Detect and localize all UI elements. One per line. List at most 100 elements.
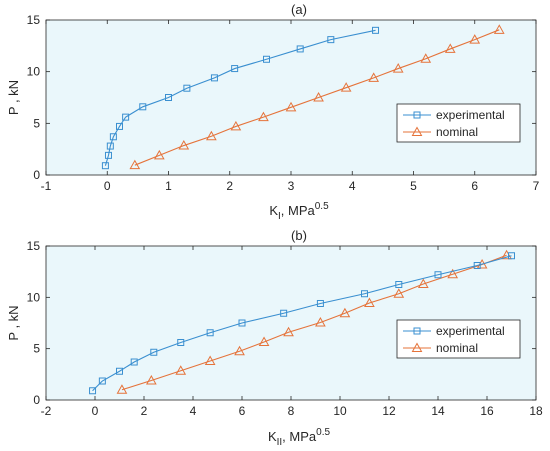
data-point-nominal (204, 355, 216, 365)
legend-label-nominal: nominal (436, 125, 478, 139)
x-axis-label-subscript: I (278, 211, 281, 222)
data-point-experimental (89, 387, 97, 395)
data-point-experimental (165, 94, 172, 101)
data-point-experimental (130, 358, 138, 366)
series-line-nominal (121, 254, 507, 391)
data-point-experimental (122, 113, 130, 121)
x-tick-label: -2 (41, 404, 52, 418)
data-point-experimental (150, 348, 158, 356)
data-point-nominal (116, 384, 128, 394)
y-tick-label: 10 (27, 290, 41, 304)
legend-label-experimental: experimental (436, 108, 505, 122)
data-point-nominal (444, 43, 456, 53)
legend-marker-experimental (413, 111, 421, 119)
data-point-nominal (340, 82, 352, 92)
data-point-nominal (258, 111, 269, 122)
data-point-nominal (417, 278, 429, 288)
x-tick-label: 10 (333, 404, 347, 418)
data-point-experimental (183, 84, 191, 92)
data-point-experimental (316, 299, 324, 307)
x-tick-label: 1 (165, 179, 172, 193)
x-tick-label: 6 (239, 404, 246, 418)
chart-title: (b) (291, 228, 307, 243)
series-line-nominal (134, 29, 500, 166)
data-point-nominal (315, 316, 326, 327)
x-axis-label-unit: , MPa (282, 429, 317, 444)
y-tick-label: 5 (33, 116, 40, 130)
data-point-experimental (210, 74, 218, 82)
plot-area (45, 19, 537, 176)
x-tick-label: 16 (480, 404, 494, 418)
legend-label-nominal: nominal (436, 341, 478, 355)
x-tick-label: 14 (431, 404, 445, 418)
x-tick-label: 12 (382, 404, 396, 418)
data-point-experimental (206, 329, 214, 337)
data-point-nominal (393, 288, 405, 298)
data-point-nominal (447, 268, 459, 279)
data-point-nominal (420, 53, 432, 63)
y-axis-label: P , kN (6, 305, 21, 340)
data-point-nominal (339, 307, 351, 318)
y-tick-label: 15 (27, 239, 41, 253)
x-axis-label-superscript: 0.5 (315, 201, 329, 212)
x-axis-label-subscript: II (277, 437, 283, 448)
data-point-experimental (106, 142, 114, 150)
data-point-nominal (206, 130, 217, 141)
y-tick-label: 5 (33, 342, 40, 356)
data-point-nominal (392, 63, 404, 73)
y-tick-label: 0 (33, 168, 40, 182)
data-point-experimental (361, 290, 368, 298)
x-axis-label-main: K (269, 203, 278, 218)
data-point-experimental (263, 55, 270, 63)
x-tick-label: 4 (349, 179, 356, 193)
data-point-nominal (313, 91, 324, 102)
legend-marker-experimental (413, 327, 421, 335)
data-point-nominal (493, 24, 505, 34)
legend-label-experimental: experimental (436, 324, 505, 338)
data-point-nominal (129, 159, 141, 170)
data-point-experimental (104, 151, 112, 159)
data-point-experimental (434, 271, 442, 279)
data-point-experimental (473, 262, 481, 270)
x-tick-label: -1 (41, 179, 52, 193)
x-tick-label: 2 (141, 404, 148, 418)
data-point-experimental (296, 45, 304, 53)
data-point-experimental (116, 122, 123, 130)
data-point-nominal (364, 297, 375, 307)
data-point-experimental (109, 133, 117, 141)
data-point-experimental (280, 309, 288, 317)
data-point-experimental (98, 377, 106, 385)
x-tick-label: 4 (190, 404, 197, 418)
data-point-nominal (368, 72, 380, 82)
data-point-nominal (178, 140, 190, 150)
x-axis-label-unit: , MPa (281, 203, 316, 218)
data-point-nominal (258, 336, 270, 346)
y-tick-label: 15 (27, 13, 41, 27)
data-point-experimental (508, 252, 515, 260)
data-point-nominal (469, 34, 481, 44)
legend: experimental nominal (396, 103, 521, 143)
data-point-experimental (116, 367, 123, 375)
x-axis-label-superscript: 0.5 (316, 427, 330, 438)
data-point-experimental (177, 339, 185, 347)
x-tick-label: 18 (529, 404, 543, 418)
y-tick-label: 10 (27, 65, 41, 79)
x-tick-label: 2 (226, 179, 233, 193)
data-point-experimental (231, 65, 239, 73)
data-point-nominal (234, 345, 245, 356)
data-point-nominal (230, 120, 242, 131)
x-tick-label: 7 (533, 179, 540, 193)
legend: experimental nominal (396, 319, 521, 359)
series-line-experimental (92, 255, 512, 392)
x-axis-label: KII, MPa0.5 (268, 427, 331, 448)
data-point-nominal (153, 149, 165, 160)
legend-marker-nominal (411, 126, 423, 136)
data-point-nominal (175, 365, 187, 375)
y-axis-label: P , kN (6, 80, 21, 115)
data-point-experimental (372, 26, 380, 34)
data-point-experimental (395, 281, 403, 288)
x-tick-label: 0 (92, 404, 99, 418)
